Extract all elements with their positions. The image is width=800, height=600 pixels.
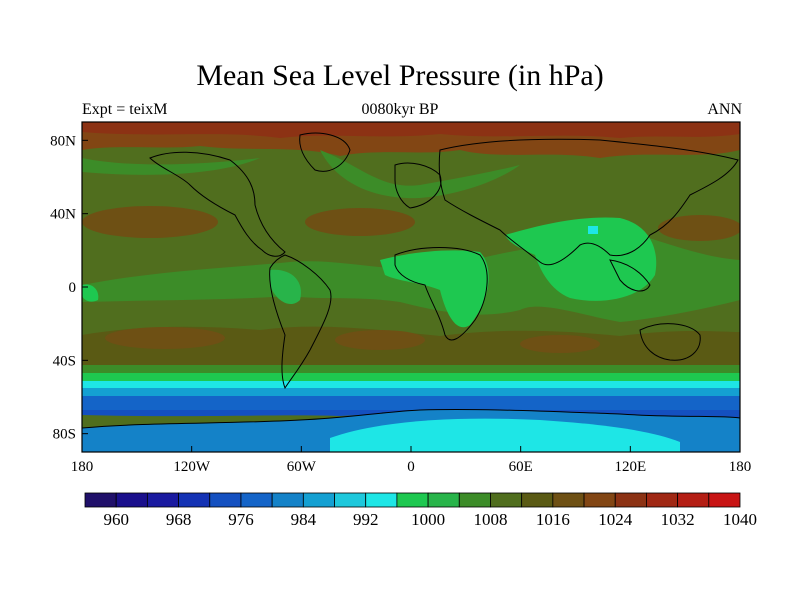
x-axis: 180 120W 60W 0 60E 120E 180 <box>71 446 752 475</box>
map-field <box>82 122 740 452</box>
colorbar-swatch <box>646 492 679 508</box>
colorbar-swatch <box>521 492 554 508</box>
band-992 <box>82 388 740 396</box>
chart-subtitle: 0080kyr BP <box>361 101 439 118</box>
experiment-label: Expt = teixM <box>82 101 168 118</box>
colorbar-swatch <box>302 492 335 508</box>
colorbar-swatch <box>490 492 523 508</box>
colorbar-label: 1016 <box>536 510 570 529</box>
y-tick-label: 40N <box>50 207 76 223</box>
south-atlantic-high <box>335 330 425 350</box>
north-atlantic-low <box>320 150 520 199</box>
x-tick-label: 180 <box>729 459 752 475</box>
pacific-high-north-west <box>658 215 740 241</box>
colorbar-label: 984 <box>291 510 317 529</box>
colorbar-swatch <box>240 492 273 508</box>
antarctic-high <box>330 418 680 452</box>
arctic-high-core <box>82 122 740 138</box>
y-axis: 80N 40N 0 40S 80S <box>50 133 88 443</box>
y-tick-label: 40S <box>53 353 76 369</box>
colorbar-swatch <box>178 492 211 508</box>
x-tick-label: 120E <box>614 459 646 475</box>
pacific-edge-low <box>82 284 99 302</box>
y-tick-label: 80N <box>50 133 76 149</box>
asia-monsoon-low <box>505 217 657 301</box>
colorbar-swatch <box>334 492 367 508</box>
colorbar-label: 1024 <box>598 510 633 529</box>
colorbar-label: 1040 <box>723 510 757 529</box>
x-tick-label: 180 <box>71 459 94 475</box>
tibet-low <box>588 226 598 234</box>
y-tick-label: 0 <box>69 280 77 296</box>
band-1016 <box>82 365 740 373</box>
x-tick-label: 60W <box>287 459 317 475</box>
colorbar-swatch <box>271 492 304 508</box>
colorbar-swatch <box>115 492 148 508</box>
colorbar-swatch <box>396 492 429 508</box>
colorbar-label: 960 <box>103 510 129 529</box>
colorbar-label: 1032 <box>661 510 695 529</box>
chart-title: Mean Sea Level Pressure (in hPa) <box>196 59 604 92</box>
colorbar-swatch <box>552 492 585 508</box>
colorbar: 960 968 976 984 992 1000 1008 1016 1024 1032 1040 <box>84 492 757 529</box>
colorbar-swatch <box>365 492 398 508</box>
africa-low <box>380 250 489 328</box>
colorbar-label: 992 <box>353 510 379 529</box>
x-tick-label: 0 <box>407 459 415 475</box>
band-1008 <box>82 373 740 381</box>
colorbar-label: 976 <box>228 510 254 529</box>
colorbar-swatch <box>84 492 117 508</box>
colorbar-label: 1000 <box>411 510 445 529</box>
azores-high <box>305 208 415 236</box>
colorbar-swatch <box>614 492 647 508</box>
band-984 <box>82 396 740 410</box>
band-1000 <box>82 381 740 388</box>
colorbar-swatch <box>209 492 242 508</box>
colorbar-label: 968 <box>166 510 192 529</box>
y-tick-label: 80S <box>53 427 76 443</box>
south-america-low <box>270 269 301 305</box>
pacific-high-north <box>82 206 218 238</box>
season-label: ANN <box>707 101 742 118</box>
indian-ocean-high <box>520 335 600 353</box>
aleutian-low <box>82 158 260 175</box>
south-pacific-high <box>105 327 225 349</box>
colorbar-swatch <box>427 492 460 508</box>
colorbar-label: 1008 <box>473 510 507 529</box>
colorbar-swatch <box>583 492 616 508</box>
x-tick-label: 60E <box>509 459 533 475</box>
colorbar-swatch <box>146 492 179 508</box>
colorbar-swatch <box>677 492 710 508</box>
colorbar-swatch <box>458 492 491 508</box>
x-tick-label: 120W <box>173 459 211 475</box>
coastlines <box>82 132 740 429</box>
colorbar-swatch <box>708 492 741 508</box>
